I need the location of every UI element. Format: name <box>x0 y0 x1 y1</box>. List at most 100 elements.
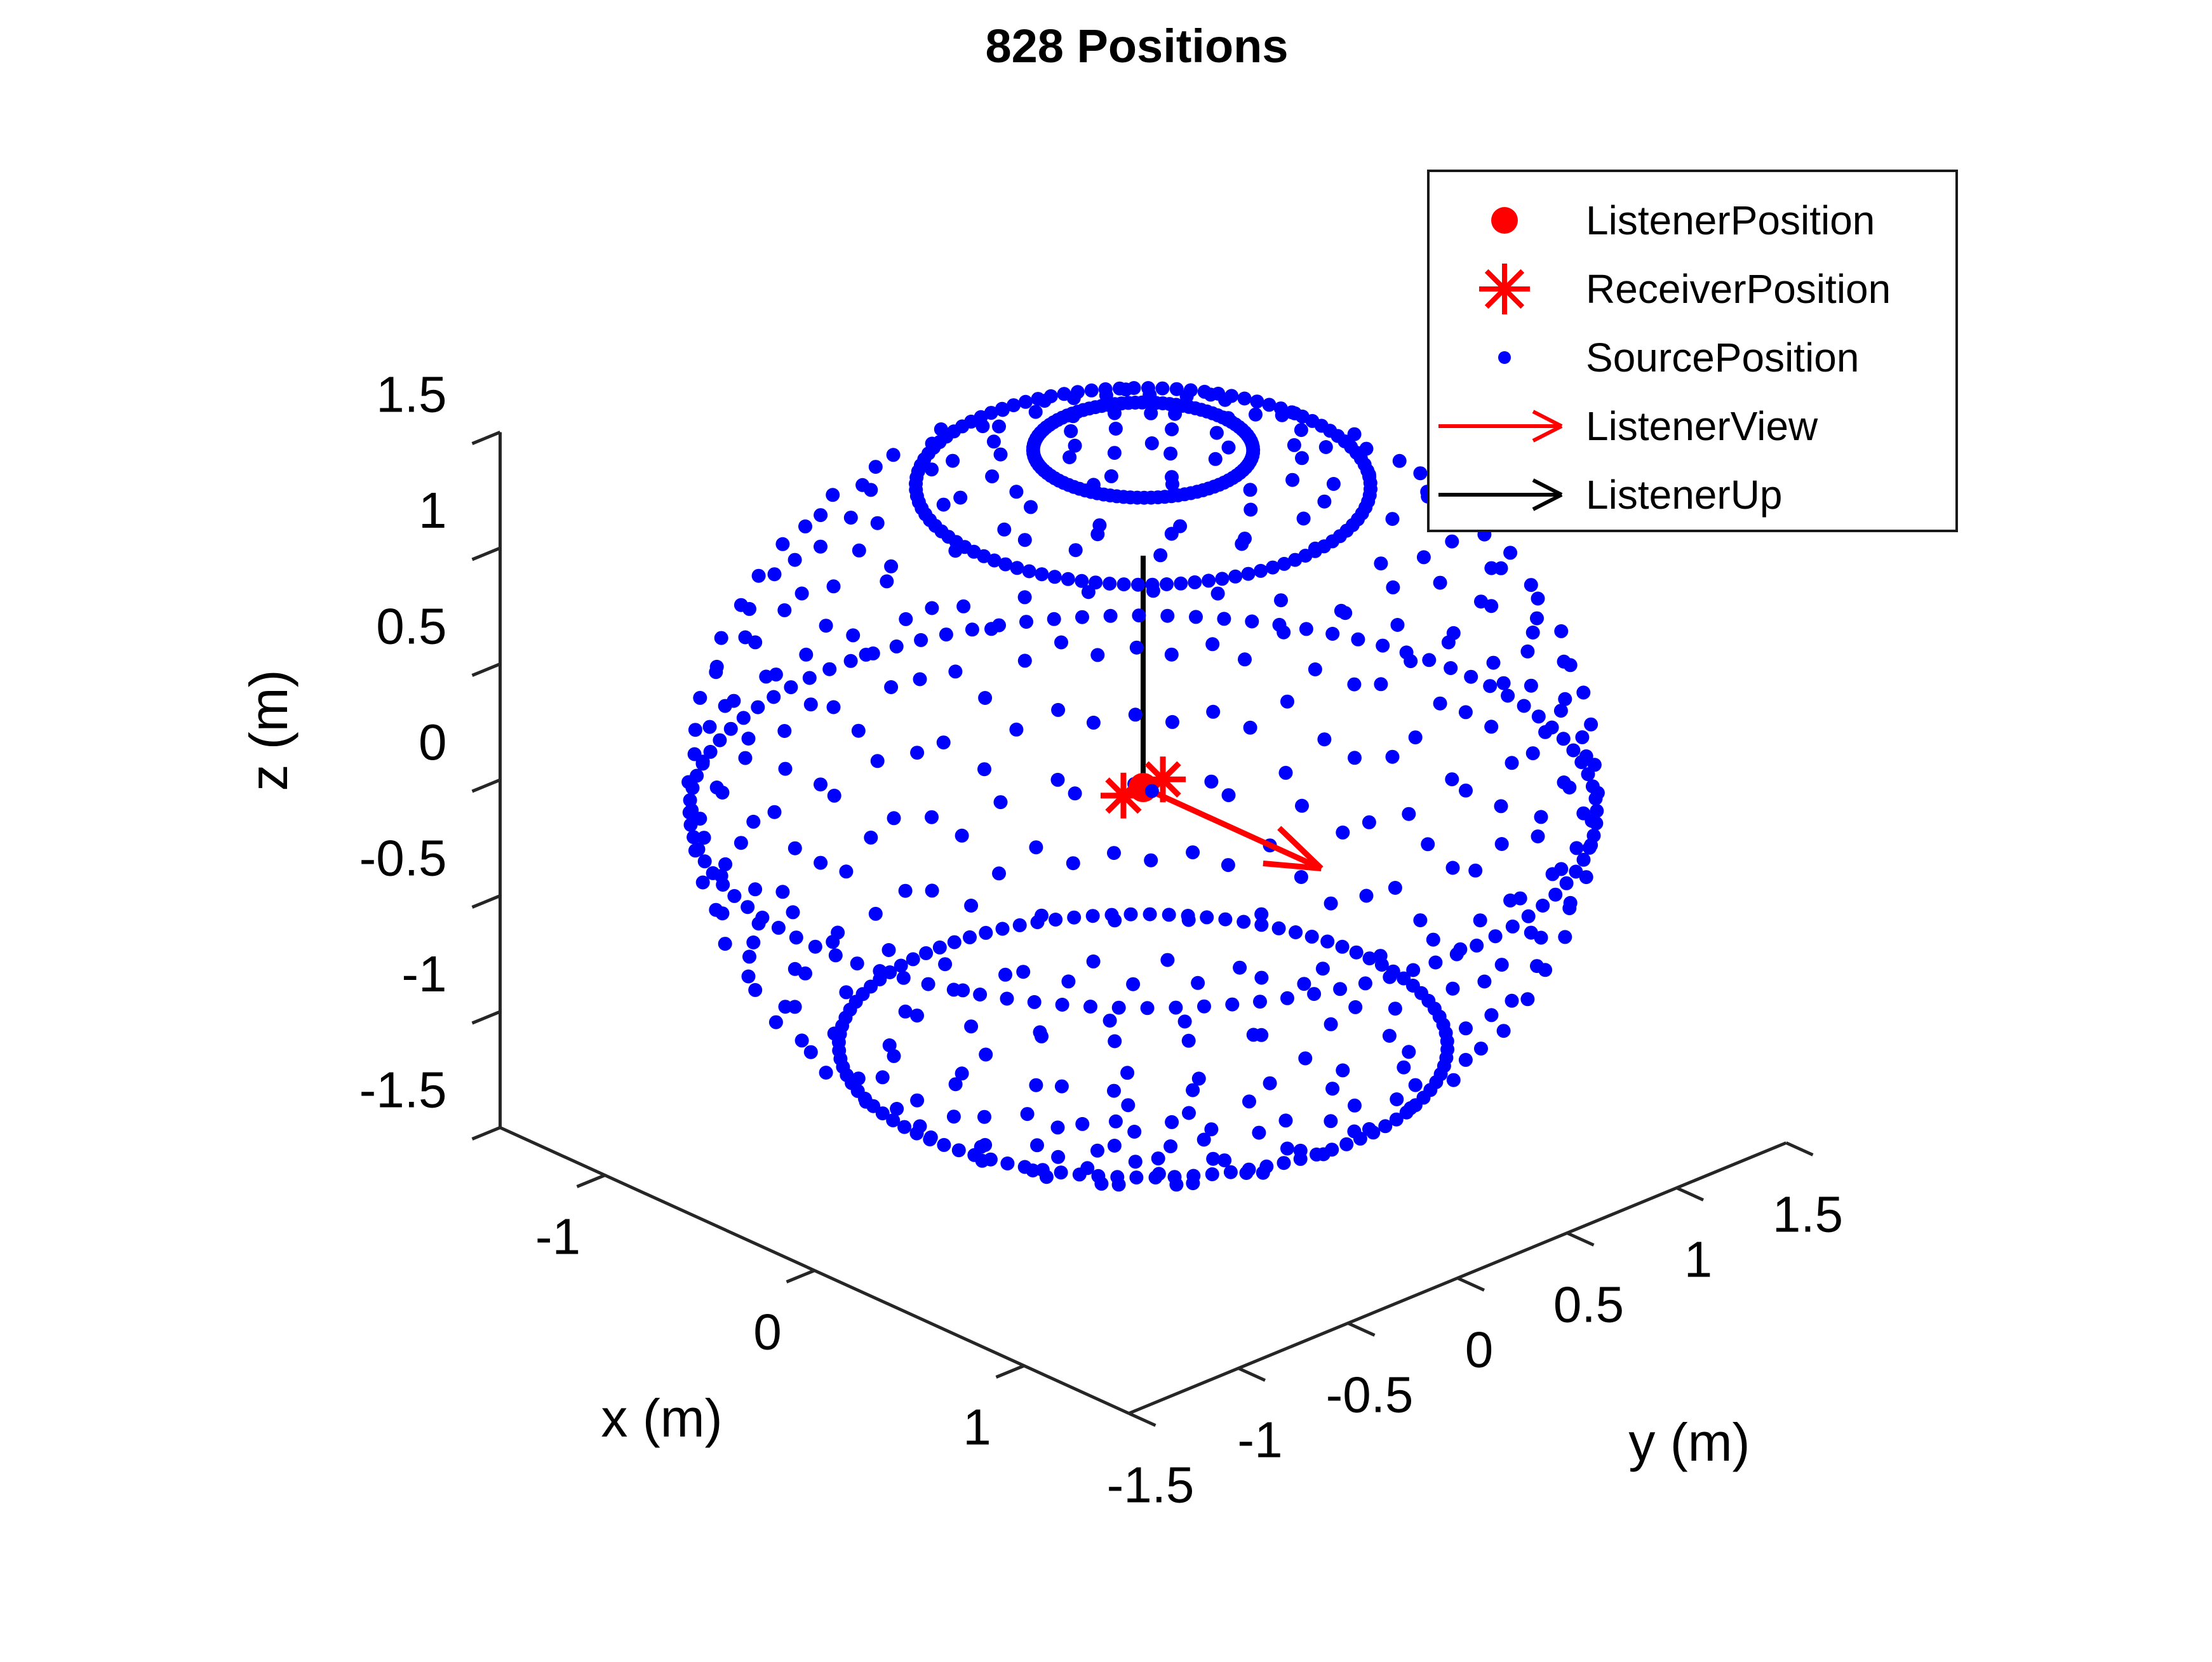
source-dot <box>1274 593 1288 608</box>
source-dot <box>1385 512 1400 526</box>
source-dot <box>1165 714 1179 729</box>
source-dot <box>1068 543 1083 558</box>
source-dot <box>1188 575 1202 589</box>
source-dot <box>1111 1000 1126 1015</box>
source-dot <box>1530 959 1544 974</box>
source-dot <box>997 522 1012 537</box>
source-dot <box>1569 841 1584 855</box>
source-dot <box>1351 632 1365 647</box>
source-dot <box>1203 387 1218 402</box>
source-dot <box>768 1015 783 1029</box>
source-dot <box>883 965 897 979</box>
source-dot <box>789 930 803 945</box>
source-dot <box>1477 974 1492 989</box>
legend-item-sourceposition: SourcePosition <box>1430 323 1955 392</box>
source-dot <box>948 1077 963 1092</box>
source-dot <box>1576 806 1591 821</box>
source-dot <box>1233 960 1247 975</box>
source-dot <box>843 511 858 525</box>
source-dot <box>923 1130 938 1144</box>
source-dot <box>767 805 782 819</box>
source-dot <box>1061 974 1076 989</box>
source-dot <box>998 557 1013 572</box>
y-tick <box>1237 1367 1266 1382</box>
source-dot <box>703 744 718 759</box>
source-dot <box>1254 918 1269 932</box>
source-dot <box>798 519 812 533</box>
source-dot <box>1287 438 1301 452</box>
source-dot <box>975 419 990 434</box>
source-dot <box>898 1004 913 1019</box>
source-dot <box>799 647 814 662</box>
source-dot <box>1169 1177 1184 1192</box>
source-dot <box>1064 424 1078 438</box>
source-dot <box>1108 422 1123 436</box>
source-dot <box>1347 427 1362 441</box>
source-dot <box>693 812 707 826</box>
source-dot <box>826 700 841 714</box>
source-dot <box>1458 705 1473 720</box>
source-dot <box>1517 699 1531 713</box>
source-dot <box>1144 406 1158 420</box>
source-dot <box>1421 837 1435 852</box>
source-dot <box>1108 1114 1123 1129</box>
source-dot <box>1275 408 1289 422</box>
source-dot <box>1468 863 1483 878</box>
source-dot <box>1081 585 1096 600</box>
source-dot <box>1029 1078 1043 1092</box>
source-dot <box>727 694 741 708</box>
y-tick-label: 0 <box>1465 1322 1494 1378</box>
source-dot <box>746 935 761 949</box>
source-dot <box>1108 1034 1122 1049</box>
legend-marker-asterisk-icon <box>1479 264 1530 314</box>
source-dot <box>1146 584 1160 598</box>
source-dot <box>1559 876 1574 890</box>
source-dot <box>1402 807 1416 821</box>
source-dot <box>964 899 979 913</box>
source-dot <box>1086 954 1101 968</box>
z-tick <box>471 1010 501 1025</box>
source-dot <box>1388 1002 1402 1016</box>
source-dot <box>1205 1167 1219 1181</box>
y-tick-label: 1.5 <box>1773 1186 1843 1243</box>
source-dot <box>894 958 908 973</box>
source-dot <box>1160 577 1174 591</box>
source-dot <box>1325 1082 1340 1096</box>
source-dot <box>788 553 802 567</box>
source-dot <box>1010 561 1024 575</box>
source-dot <box>947 935 962 949</box>
source-dot <box>884 559 899 573</box>
source-dot <box>1033 1025 1047 1040</box>
legend-marker-filled-circle-icon <box>1491 207 1518 234</box>
y-tick <box>1128 1412 1156 1427</box>
source-dot <box>984 622 998 636</box>
source-dot <box>742 949 756 964</box>
source-dot <box>1408 730 1423 745</box>
source-dot <box>1446 1073 1461 1087</box>
source-dot <box>741 969 756 984</box>
source-dot <box>910 746 925 760</box>
source-dot <box>1051 702 1066 717</box>
source-dot <box>946 453 960 468</box>
y-tick-label: 0.5 <box>1553 1277 1624 1333</box>
source-dot <box>1501 688 1515 703</box>
source-dot <box>1253 995 1267 1009</box>
source-dot <box>1521 909 1536 923</box>
source-dot <box>751 916 766 931</box>
source-dot <box>709 781 724 794</box>
source-dot <box>1126 977 1141 991</box>
source-dot <box>1169 1000 1183 1015</box>
source-dot <box>995 403 1010 417</box>
source-dot <box>777 724 792 738</box>
source-dot <box>1556 732 1571 746</box>
source-dot <box>1263 1076 1277 1090</box>
source-dot <box>1324 896 1338 911</box>
source-dot <box>850 956 864 971</box>
source-dot <box>723 721 738 736</box>
source-dot <box>1144 853 1158 868</box>
source-dot <box>1536 899 1550 913</box>
source-dot <box>1382 1029 1397 1043</box>
source-dot <box>695 875 710 890</box>
source-dot <box>956 599 971 613</box>
source-dot <box>1576 685 1591 700</box>
